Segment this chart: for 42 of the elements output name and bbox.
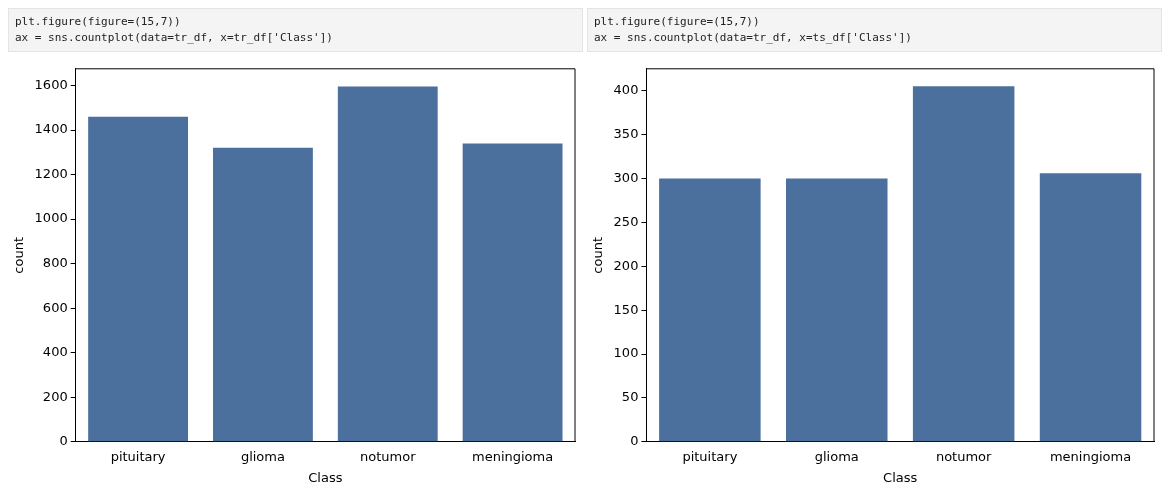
bar — [337, 86, 438, 442]
y-tick-label: 400 — [42, 344, 68, 360]
y-tick-label: 200 — [613, 257, 639, 273]
y-tick-label: 1200 — [34, 165, 68, 181]
x-tick-label: meningioma — [1049, 448, 1132, 464]
text: ax = sns.countplot(data=tr_df, x=tr_df['Class']) — [15, 30, 334, 46]
y-tick-label: 1000 — [34, 210, 68, 226]
y-tick-label: 100 — [613, 345, 639, 361]
bar — [88, 116, 189, 442]
y-tick-label: 350 — [613, 126, 639, 141]
x-tick-label: notumor — [360, 448, 417, 464]
y-tick-label: 1400 — [34, 121, 68, 137]
bar — [659, 178, 761, 442]
x-tick-label: glioma — [240, 448, 285, 464]
x-tick-label: glioma — [814, 448, 859, 464]
x-tick-label: pituitary — [682, 448, 738, 464]
bar — [462, 143, 563, 442]
y-tick-label: 250 — [613, 213, 639, 229]
text: ax = sns.countplot(data=tr_df, x=ts_df['Class']) — [594, 30, 913, 46]
y-tick-label: 0 — [59, 433, 68, 449]
y-tick-label: 300 — [613, 169, 639, 185]
bar — [786, 178, 888, 442]
y-tick-label: 200 — [42, 388, 68, 404]
y-axis-title: count — [11, 236, 27, 274]
y-axis-title: count — [590, 236, 606, 274]
text: plt.figure(figure=(15,7)) — [594, 14, 761, 30]
y-tick-label: 400 — [613, 82, 639, 98]
x-tick-label: pituitary — [110, 448, 166, 464]
y-tick-label: 0 — [630, 433, 639, 449]
x-tick-label: meningioma — [471, 448, 554, 464]
x-tick-label: notumor — [935, 448, 993, 464]
bar — [213, 147, 313, 442]
bar — [1039, 173, 1142, 442]
x-axis-title: Class — [883, 469, 918, 485]
y-tick-label: 1600 — [34, 76, 68, 92]
y-tick-label: 600 — [42, 299, 68, 315]
y-tick-label: 150 — [613, 301, 639, 317]
y-tick-label: 50 — [621, 389, 639, 405]
bar — [912, 86, 1015, 442]
x-axis-title: Class — [308, 469, 343, 485]
y-tick-label: 800 — [42, 255, 68, 271]
text: plt.figure(figure=(15,7)) — [15, 14, 182, 30]
